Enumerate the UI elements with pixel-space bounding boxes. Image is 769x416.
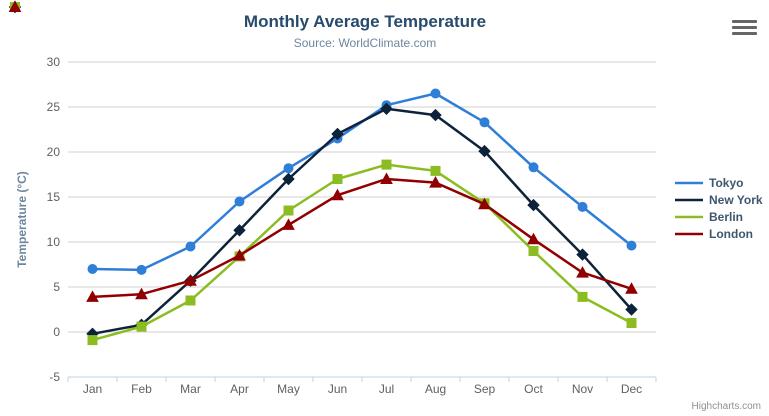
series-line-berlin[interactable] (92, 163, 633, 342)
data-point-marker-triangle[interactable] (478, 197, 491, 210)
x-axis-tick-label: Apr (230, 382, 249, 396)
data-point-marker-triangle[interactable] (331, 188, 344, 201)
y-axis-tick-label: 0 (53, 325, 60, 339)
data-point-marker-square[interactable] (528, 246, 539, 256)
data-point-marker-square[interactable] (283, 205, 294, 216)
data-point-marker-diamond[interactable] (233, 224, 246, 237)
data-point-marker-circle[interactable] (87, 264, 98, 274)
legend-label: New York (709, 192, 763, 207)
data-point-marker-circle[interactable] (626, 240, 637, 251)
x-axis-tick-label: Mar (180, 382, 201, 396)
data-point-marker-triangle[interactable] (282, 218, 295, 230)
data-point-marker-circle[interactable] (136, 264, 147, 275)
data-point-marker-square[interactable] (87, 335, 98, 346)
data-point-marker-circle[interactable] (479, 117, 490, 128)
data-point-marker-square[interactable] (381, 159, 392, 170)
x-axis-tick-label: Nov (572, 382, 593, 396)
x-axis-tick-label: Jul (379, 382, 394, 396)
legend-item-london[interactable]: London (674, 225, 763, 242)
y-axis-tick-label: 5 (53, 280, 60, 294)
legend-marker-diamond-icon (675, 198, 703, 201)
data-point-marker-triangle[interactable] (380, 172, 393, 184)
y-axis-title: Temperature (°C) (15, 171, 29, 268)
y-axis-tick-label: 15 (47, 190, 61, 204)
data-point-marker-diamond[interactable] (625, 303, 638, 316)
data-point-marker-triangle[interactable] (8, 0, 22, 12)
x-axis-tick-label: Aug (425, 382, 446, 396)
data-point-marker-diamond[interactable] (527, 198, 540, 212)
x-axis-tick-label: Oct (524, 382, 543, 396)
data-point-marker-circle[interactable] (528, 162, 539, 173)
data-point-marker-diamond[interactable] (380, 102, 393, 116)
data-point-marker-triangle[interactable] (86, 290, 99, 302)
data-point-marker-square[interactable] (332, 174, 343, 184)
series-line-london[interactable] (92, 177, 632, 299)
legend-label: London (709, 226, 753, 241)
data-point-marker-triangle[interactable] (233, 248, 246, 261)
data-point-marker-circle[interactable] (577, 201, 588, 212)
data-point-marker-circle[interactable] (185, 241, 196, 252)
data-point-marker-circle[interactable] (430, 88, 441, 99)
series-line-tokyo[interactable] (92, 92, 633, 272)
legend: Tokyo New York Berlin London (674, 174, 763, 242)
legend-marker-triangle-icon (675, 232, 703, 235)
legend-item-tokyo[interactable]: Tokyo (674, 174, 763, 191)
data-point-marker-diamond[interactable] (429, 108, 442, 122)
x-axis-tick-label: Feb (131, 382, 152, 396)
series-line-new-york[interactable] (92, 107, 633, 336)
data-point-marker-triangle[interactable] (527, 232, 540, 245)
legend-item-new-york[interactable]: New York (674, 191, 763, 208)
y-axis-tick-label: 30 (47, 55, 61, 69)
hamburger-menu-icon[interactable] (732, 20, 757, 35)
credits-link[interactable]: Highcharts.com (691, 401, 761, 412)
legend-label: Berlin (709, 209, 744, 224)
x-axis-tick-label: Dec (621, 382, 642, 396)
legend-marker-circle-icon (675, 181, 703, 184)
data-point-marker-triangle[interactable] (429, 176, 442, 188)
data-point-marker-square[interactable] (136, 321, 147, 332)
x-axis-tick-label: Sep (474, 382, 496, 396)
data-point-marker-square[interactable] (185, 295, 196, 306)
data-point-marker-circle[interactable] (283, 163, 294, 174)
chart-subtitle: Source: WorldClimate.com (293, 36, 437, 50)
data-point-marker-diamond[interactable] (576, 248, 589, 261)
chart-title: Monthly Average Temperature (243, 12, 487, 31)
y-axis-tick-label: -5 (49, 370, 60, 384)
data-point-marker-diamond[interactable] (282, 172, 295, 186)
data-point-marker-diamond[interactable] (331, 127, 344, 141)
legend-item-berlin[interactable]: Berlin (674, 208, 763, 225)
data-point-marker-triangle[interactable] (184, 274, 197, 286)
data-point-marker-triangle[interactable] (135, 287, 148, 300)
data-point-marker-triangle[interactable] (576, 266, 589, 278)
y-axis-tick-label: 25 (47, 100, 61, 114)
data-point-marker-square[interactable] (430, 165, 441, 176)
data-point-marker-diamond[interactable] (478, 144, 491, 158)
legend-marker-square-icon (675, 215, 703, 218)
y-axis-tick-label: 10 (47, 235, 61, 249)
data-point-marker-square[interactable] (577, 291, 588, 302)
x-axis-tick-label: Jun (328, 382, 347, 396)
legend-label: Tokyo (709, 175, 744, 190)
x-axis-tick-label: May (277, 382, 300, 396)
data-point-marker-square[interactable] (626, 318, 637, 328)
x-axis-tick-label: Jan (83, 382, 102, 396)
data-point-marker-triangle[interactable] (625, 282, 638, 294)
y-axis-tick-label: 20 (47, 145, 61, 159)
data-point-marker-circle[interactable] (234, 196, 245, 207)
